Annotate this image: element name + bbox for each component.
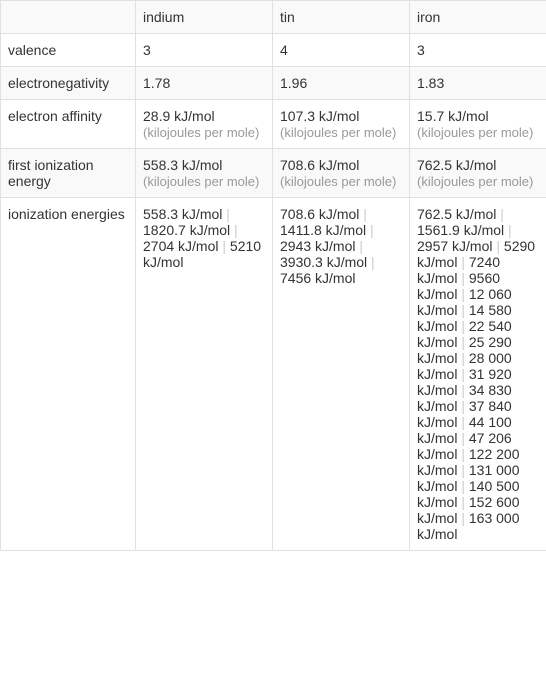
cell-value: 4	[273, 34, 410, 67]
separator: |	[457, 462, 468, 478]
value-text: 558.3 kJ/mol	[143, 157, 222, 173]
separator: |	[457, 366, 468, 382]
separator: |	[504, 222, 512, 238]
table-row: first ionization energy 558.3 kJ/mol (ki…	[1, 149, 546, 198]
separator: |	[457, 494, 468, 510]
row-label: first ionization energy	[1, 149, 136, 198]
separator: |	[457, 254, 468, 270]
list-value: 2957 kJ/mol	[417, 238, 492, 254]
table-row: electron affinity 28.9 kJ/mol (kilojoule…	[1, 100, 546, 149]
list-value: 2704 kJ/mol	[143, 238, 218, 254]
cell-value: 762.5 kJ/mol | 1561.9 kJ/mol | 2957 kJ/m…	[410, 198, 546, 551]
cell-value: 708.6 kJ/mol (kilojoules per mole)	[273, 149, 410, 198]
separator: |	[457, 382, 468, 398]
separator: |	[457, 478, 468, 494]
separator: |	[457, 270, 468, 286]
unit-text: (kilojoules per mole)	[417, 174, 533, 189]
separator: |	[496, 206, 504, 222]
list-value: 1411.8 kJ/mol	[280, 222, 366, 238]
list-value: 3930.3 kJ/mol	[280, 254, 367, 270]
separator: |	[366, 222, 374, 238]
value-text: 107.3 kJ/mol	[280, 108, 359, 124]
separator: |	[230, 222, 238, 238]
cell-value: 558.3 kJ/mol (kilojoules per mole)	[136, 149, 273, 198]
separator: |	[457, 302, 468, 318]
cell-value: 3	[410, 34, 546, 67]
list-value: 1820.7 kJ/mol	[143, 222, 230, 238]
separator: |	[457, 430, 468, 446]
list-value: 558.3 kJ/mol	[143, 206, 222, 222]
value-text: 708.6 kJ/mol	[280, 157, 359, 173]
separator: |	[218, 238, 229, 254]
separator: |	[457, 350, 468, 366]
row-label: ionization energies	[1, 198, 136, 551]
row-label: electron affinity	[1, 100, 136, 149]
separator: |	[457, 510, 468, 526]
table-row: ionization energies 558.3 kJ/mol | 1820.…	[1, 198, 546, 551]
element-properties-table: indium tin iron valence 3 4 3 electroneg…	[0, 0, 546, 551]
separator: |	[492, 238, 503, 254]
column-header: indium	[136, 1, 273, 34]
separator: |	[457, 414, 468, 430]
separator: |	[457, 446, 468, 462]
list-value: 762.5 kJ/mol	[417, 206, 496, 222]
list-value: 708.6 kJ/mol	[280, 206, 359, 222]
unit-text: (kilojoules per mole)	[280, 125, 396, 140]
cell-value: 1.83	[410, 67, 546, 100]
list-value: 7456 kJ/mol	[280, 270, 355, 286]
separator: |	[457, 334, 468, 350]
row-label: electronegativity	[1, 67, 136, 100]
separator: |	[457, 286, 468, 302]
cell-value: 28.9 kJ/mol (kilojoules per mole)	[136, 100, 273, 149]
cell-value: 762.5 kJ/mol (kilojoules per mole)	[410, 149, 546, 198]
cell-value: 3	[136, 34, 273, 67]
separator: |	[359, 206, 367, 222]
cell-value: 1.96	[273, 67, 410, 100]
separator: |	[367, 254, 375, 270]
separator: |	[457, 398, 468, 414]
separator: |	[222, 206, 230, 222]
table-row: electronegativity 1.78 1.96 1.83	[1, 67, 546, 100]
unit-text: (kilojoules per mole)	[280, 174, 396, 189]
list-value: 1561.9 kJ/mol	[417, 222, 504, 238]
value-text: 15.7 kJ/mol	[417, 108, 489, 124]
row-label: valence	[1, 34, 136, 67]
separator: |	[355, 238, 363, 254]
table-row: valence 3 4 3	[1, 34, 546, 67]
column-header: iron	[410, 1, 546, 34]
unit-text: (kilojoules per mole)	[417, 125, 533, 140]
value-text: 762.5 kJ/mol	[417, 157, 496, 173]
value-text: 28.9 kJ/mol	[143, 108, 215, 124]
header-row: indium tin iron	[1, 1, 546, 34]
cell-value: 15.7 kJ/mol (kilojoules per mole)	[410, 100, 546, 149]
unit-text: (kilojoules per mole)	[143, 125, 259, 140]
empty-header	[1, 1, 136, 34]
list-value: 2943 kJ/mol	[280, 238, 355, 254]
unit-text: (kilojoules per mole)	[143, 174, 259, 189]
separator: |	[457, 318, 468, 334]
cell-value: 1.78	[136, 67, 273, 100]
column-header: tin	[273, 1, 410, 34]
cell-value: 708.6 kJ/mol | 1411.8 kJ/mol | 2943 kJ/m…	[273, 198, 410, 551]
cell-value: 558.3 kJ/mol | 1820.7 kJ/mol | 2704 kJ/m…	[136, 198, 273, 551]
cell-value: 107.3 kJ/mol (kilojoules per mole)	[273, 100, 410, 149]
